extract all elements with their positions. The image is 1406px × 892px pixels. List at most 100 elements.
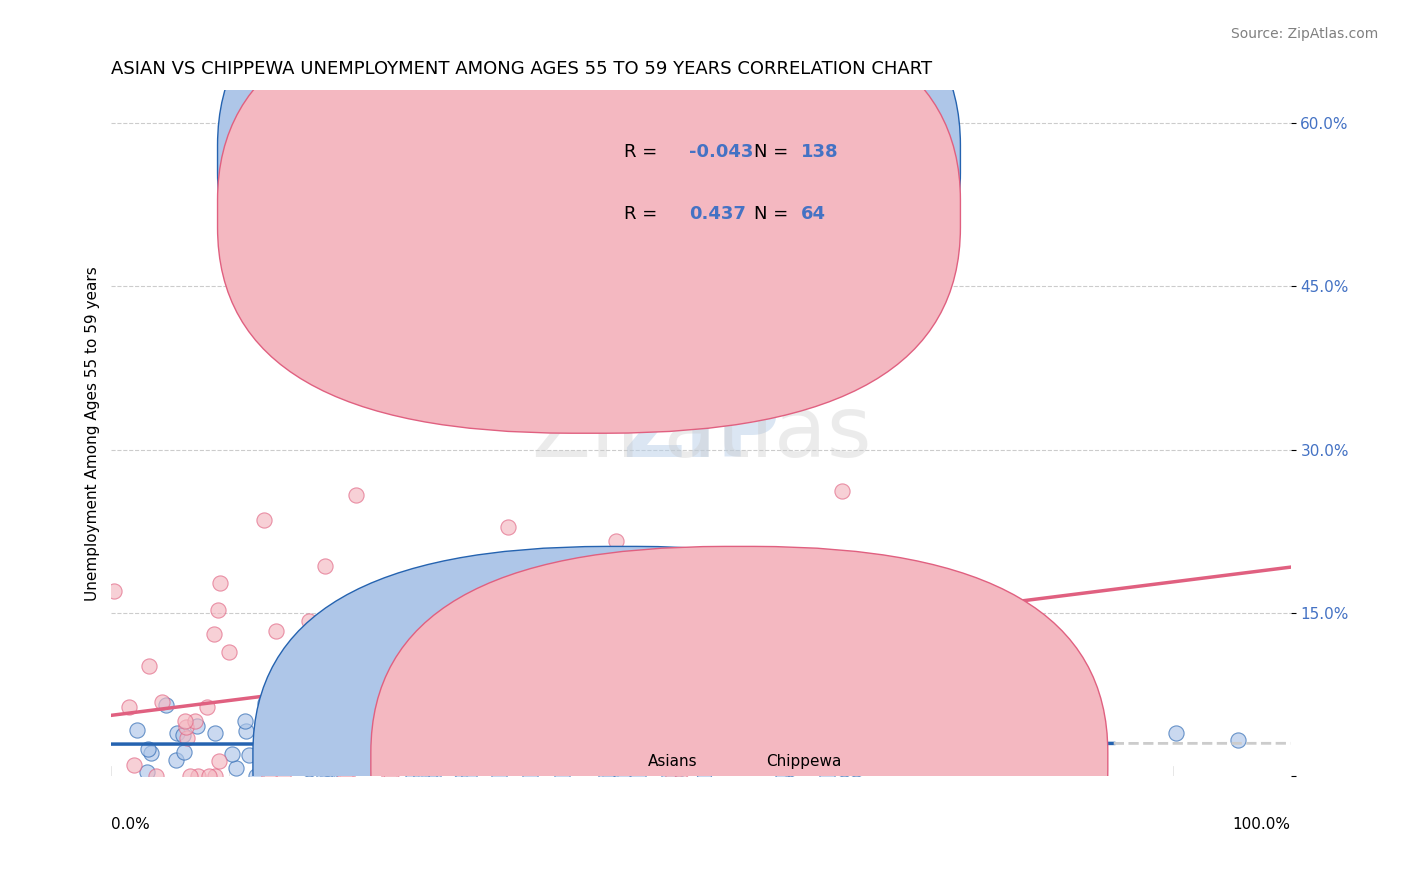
Asians (931, 725, 953, 739)
Chippewa (831, 483, 853, 498)
Chippewa (381, 753, 404, 767)
Chippewa (538, 566, 561, 580)
Asians (349, 754, 371, 768)
Asians (186, 719, 208, 733)
Text: ZIP: ZIP (621, 392, 780, 475)
Asians (371, 742, 394, 756)
Chippewa (481, 727, 503, 741)
Asians (610, 769, 633, 783)
Asians (598, 722, 620, 736)
Asians (613, 753, 636, 767)
Asians (547, 729, 569, 743)
Asians (1043, 715, 1066, 730)
Asians (813, 723, 835, 737)
Chippewa (202, 627, 225, 641)
Asians (361, 756, 384, 771)
Chippewa (340, 614, 363, 628)
Asians (409, 747, 432, 762)
Asians (574, 747, 596, 761)
Asians (292, 707, 315, 722)
Text: 64: 64 (801, 205, 827, 223)
Asians (458, 674, 481, 689)
Asians (225, 761, 247, 775)
Chippewa (270, 723, 292, 738)
Chippewa (264, 624, 287, 638)
Asians (509, 713, 531, 727)
Chippewa (377, 769, 399, 783)
Chippewa (685, 579, 707, 593)
Chippewa (607, 550, 630, 565)
Chippewa (270, 669, 292, 683)
Chippewa (209, 575, 232, 590)
Asians (316, 731, 339, 745)
Asians (264, 704, 287, 718)
Asians (422, 769, 444, 783)
Chippewa (558, 615, 581, 629)
Chippewa (661, 769, 683, 783)
Asians (221, 747, 243, 761)
Asians (402, 733, 425, 747)
Asians (233, 714, 256, 729)
Chippewa (380, 767, 402, 781)
Chippewa (263, 675, 285, 690)
Chippewa (184, 714, 207, 729)
Chippewa (496, 520, 519, 534)
Y-axis label: Unemployment Among Ages 55 to 59 years: Unemployment Among Ages 55 to 59 years (86, 266, 100, 600)
Chippewa (290, 724, 312, 739)
Chippewa (605, 643, 627, 657)
Text: N =: N = (754, 143, 794, 161)
Asians (321, 740, 343, 755)
Chippewa (344, 487, 367, 501)
Asians (467, 755, 489, 769)
Asians (517, 690, 540, 705)
Chippewa (747, 583, 769, 598)
Asians (554, 748, 576, 763)
Asians (385, 752, 408, 766)
Chippewa (336, 768, 359, 782)
Asians (1038, 719, 1060, 733)
Asians (815, 769, 838, 783)
Asians (668, 762, 690, 776)
Asians (245, 769, 267, 783)
Text: 138: 138 (801, 143, 839, 161)
Asians (460, 712, 482, 726)
Text: 0.437: 0.437 (689, 205, 747, 223)
Asians (305, 758, 328, 772)
Asians (298, 762, 321, 776)
Text: R =: R = (624, 143, 664, 161)
Asians (450, 764, 472, 778)
Asians (640, 738, 662, 752)
Chippewa (724, 663, 747, 677)
Text: 100.0%: 100.0% (1233, 817, 1291, 832)
Asians (382, 733, 405, 747)
Asians (204, 726, 226, 740)
Asians (401, 765, 423, 780)
Asians (238, 748, 260, 763)
Asians (745, 728, 768, 742)
Text: Chippewa: Chippewa (766, 754, 841, 769)
Text: -0.043: -0.043 (689, 143, 754, 161)
Asians (297, 723, 319, 737)
Chippewa (333, 769, 356, 783)
Asians (495, 740, 517, 755)
Asians (418, 769, 440, 783)
Asians (695, 750, 717, 764)
Asians (690, 747, 713, 761)
Chippewa (218, 645, 240, 659)
Chippewa (253, 513, 276, 527)
Asians (658, 769, 681, 783)
Asians (260, 760, 283, 774)
Asians (136, 765, 159, 780)
Asians (318, 769, 340, 783)
Asians (457, 769, 479, 783)
Asians (165, 753, 187, 767)
Asians (488, 769, 510, 783)
Asians (427, 742, 450, 756)
Chippewa (138, 659, 160, 673)
Chippewa (581, 636, 603, 650)
Text: 0.0%: 0.0% (111, 817, 150, 832)
Asians (730, 687, 752, 701)
Asians (932, 742, 955, 756)
Asians (291, 747, 314, 761)
Chippewa (800, 714, 823, 729)
